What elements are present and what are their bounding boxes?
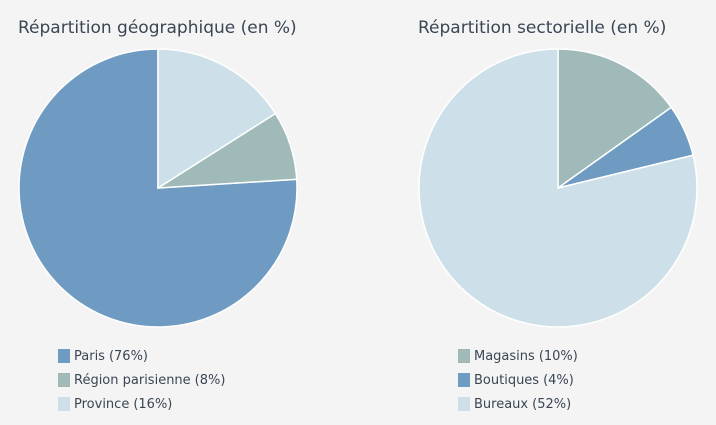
- legend-swatch: [58, 397, 70, 411]
- pie-slice: [557, 48, 673, 190]
- legend-value: (8%): [195, 373, 226, 388]
- legend-label: Région parisienne (8%): [74, 373, 225, 388]
- legend-swatch: [458, 397, 470, 411]
- legend-value: (4%): [543, 373, 574, 388]
- legend-value: (52%): [532, 397, 571, 412]
- pie-slice: [157, 48, 277, 190]
- legend-value: (76%): [109, 349, 148, 364]
- legend-label: Magasins (10%): [474, 349, 578, 364]
- legend-swatch: [458, 349, 470, 363]
- legend-label: Province (16%): [74, 397, 172, 412]
- legend-swatch: [58, 373, 70, 387]
- legend-value: (10%): [539, 349, 578, 364]
- legend-label: Boutiques (4%): [474, 373, 574, 388]
- legend-category: Magasins: [474, 349, 535, 364]
- pie-chart: Répartition sectorielle (en %) Magasins (1…: [418, 18, 698, 412]
- legend-category: Bureaux: [474, 397, 528, 412]
- pie-chart: Répartition géographique (en %) Paris (76%…: [18, 18, 298, 412]
- legend-category: Paris: [74, 349, 105, 364]
- legend-value: (16%): [133, 397, 172, 412]
- legend-category: Région parisienne: [74, 373, 191, 388]
- legend-category: Province: [74, 397, 129, 412]
- legend-swatch: [58, 349, 70, 363]
- pie-slice: [18, 48, 298, 328]
- pie-slice: [418, 48, 698, 328]
- legend-label: Paris (76%): [74, 349, 148, 364]
- legend-category: Boutiques: [474, 373, 539, 388]
- chart-title: Répartition sectorielle (en %): [418, 18, 666, 38]
- legend-swatch: [458, 373, 470, 387]
- chart-title: Répartition géographique (en %): [18, 18, 297, 38]
- legend-label: Bureaux (52%): [474, 397, 571, 412]
